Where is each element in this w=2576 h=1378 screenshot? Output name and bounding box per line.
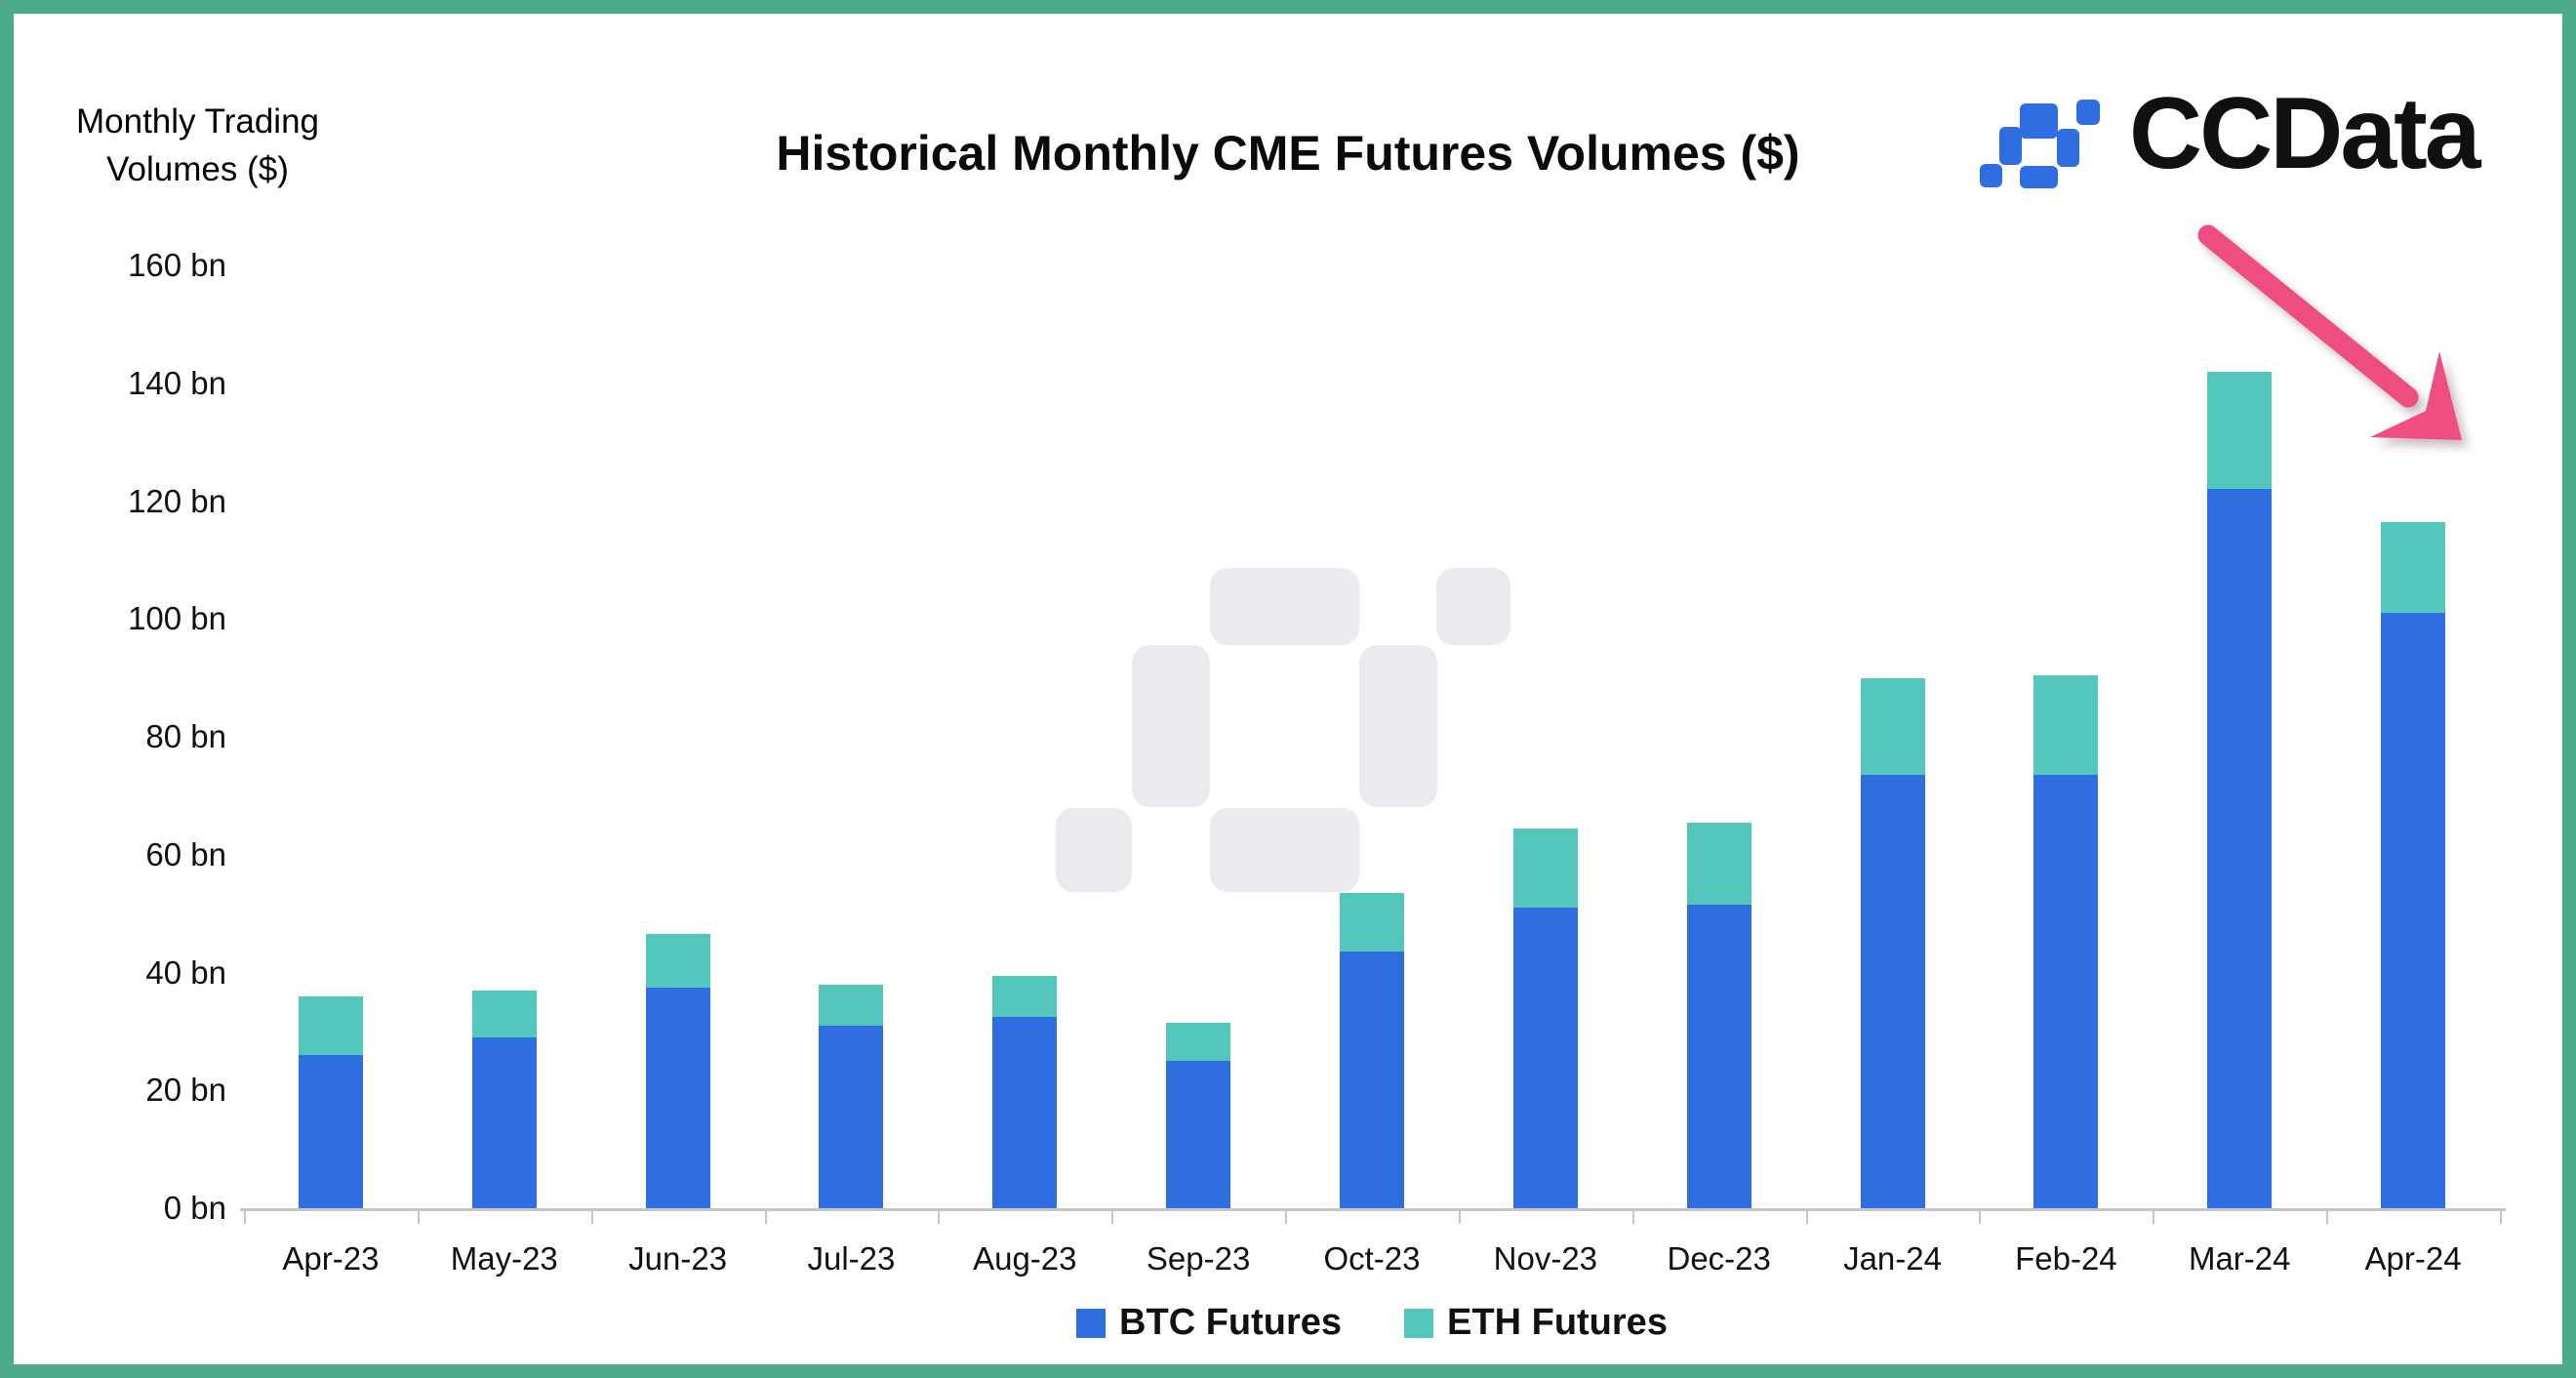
watermark-logo-square [1056, 808, 1132, 892]
x-axis-tick [1805, 1208, 1808, 1224]
y-axis-tick-label: 0 bn [163, 1190, 226, 1226]
x-axis-tick [764, 1208, 767, 1224]
y-axis-title: Monthly Trading Volumes ($) [24, 98, 371, 193]
bar-eth-segment-Jan-24 [1860, 677, 1925, 776]
bar-btc-segment-Apr-24 [2381, 613, 2446, 1208]
y-axis-tick-label: 80 bn [145, 718, 226, 754]
y-axis-tick-label: 60 bn [145, 835, 226, 872]
watermark-logo-square [1210, 568, 1359, 645]
bar-eth-segment-May-23 [471, 990, 537, 1037]
y-axis-tick-label: 160 bn [128, 247, 226, 283]
legend-swatch [1076, 1308, 1107, 1338]
x-axis-line [240, 1208, 2506, 1211]
x-axis-label: Jan-24 [1843, 1240, 1942, 1277]
legend-item: BTC Futures [1076, 1302, 1342, 1344]
x-axis-tick [1979, 1208, 1982, 1224]
decline-arrow-annotation [2197, 224, 2462, 440]
legend-swatch [1404, 1308, 1434, 1338]
bar-eth-segment-Nov-23 [1512, 828, 1578, 909]
x-axis-tick [1458, 1208, 1461, 1224]
y-axis-tick-label: 20 bn [145, 1072, 226, 1109]
watermark-logo-square [1359, 645, 1437, 807]
bar-eth-segment-Mar-24 [2207, 371, 2273, 490]
bar-eth-segment-Oct-23 [1340, 892, 1404, 952]
x-axis-tick [2500, 1208, 2502, 1224]
x-axis-label: Aug-23 [973, 1240, 1077, 1277]
x-axis-label: Feb-24 [2015, 1240, 2117, 1277]
x-axis-label: Apr-23 [282, 1240, 380, 1277]
watermark-logo-square [1436, 568, 1510, 645]
x-axis-tick [2326, 1208, 2329, 1224]
bar-btc-segment-Mar-24 [2207, 489, 2273, 1208]
x-axis-label: Dec-23 [1667, 1240, 1771, 1277]
x-axis-tick [938, 1208, 941, 1224]
x-axis-label: Nov-23 [1493, 1240, 1598, 1277]
legend: BTC Futures ETH Futures [244, 1302, 2500, 1344]
bar-eth-segment-Apr-24 [2381, 521, 2446, 614]
bar-btc-segment-Feb-24 [2033, 775, 2099, 1208]
x-axis-tick [2153, 1208, 2155, 1224]
x-axis-tick [417, 1208, 420, 1224]
y-axis-tick-label: 120 bn [128, 482, 226, 519]
x-axis-label: Jun-23 [628, 1240, 728, 1277]
y-axis-tick-label: 140 bn [128, 364, 226, 401]
x-axis-label: Jul-23 [807, 1240, 896, 1277]
bar-btc-segment-Dec-23 [1686, 905, 1751, 1208]
bar-btc-segment-Sep-23 [1166, 1061, 1231, 1208]
watermark-logo-square [1210, 808, 1359, 892]
y-axis-tick-label: 100 bn [128, 600, 226, 637]
bar-btc-segment-Jan-24 [1860, 775, 1925, 1208]
y-axis-title-line1: Monthly Trading [75, 102, 320, 141]
bar-eth-segment-Jun-23 [645, 934, 710, 988]
bar-btc-segment-Oct-23 [1340, 952, 1404, 1208]
legend-item: ETH Futures [1404, 1302, 1668, 1344]
bar-eth-segment-Sep-23 [1166, 1022, 1231, 1062]
ccdata-logo-text: CCData [2129, 77, 2481, 190]
x-axis-label: Oct-23 [1323, 1240, 1421, 1277]
bar-btc-segment-Nov-23 [1512, 908, 1578, 1208]
watermark-logo-square [1132, 645, 1210, 807]
bar-btc-segment-Aug-23 [992, 1016, 1058, 1208]
x-axis-label: Mar-24 [2188, 1240, 2291, 1277]
y-axis-title-line2: Volumes ($) [106, 150, 289, 188]
bar-eth-segment-Jul-23 [819, 984, 884, 1026]
ccdata-logo: CCData [1979, 76, 2481, 192]
x-axis-tick [1631, 1208, 1634, 1224]
x-axis-tick [1111, 1208, 1114, 1224]
x-axis-label: May-23 [450, 1240, 558, 1277]
y-axis-tick-label: 40 bn [145, 953, 226, 991]
bar-eth-segment-Aug-23 [992, 975, 1058, 1017]
bar-eth-segment-Apr-23 [298, 995, 363, 1056]
bar-btc-segment-Jul-23 [819, 1025, 884, 1208]
chart-title: Historical Monthly CME Futures Volumes (… [776, 126, 1800, 181]
bar-eth-segment-Dec-23 [1686, 822, 1751, 906]
x-axis-label: Apr-24 [2364, 1240, 2462, 1277]
bar-btc-segment-Apr-23 [298, 1055, 363, 1208]
bar-eth-segment-Feb-24 [2033, 674, 2099, 776]
x-axis-tick [590, 1208, 593, 1224]
x-axis-label: Sep-23 [1146, 1240, 1251, 1277]
ccdata-logo-icon [1979, 80, 2100, 189]
bar-btc-segment-Jun-23 [645, 987, 710, 1208]
x-axis-tick [1285, 1208, 1288, 1224]
bar-btc-segment-May-23 [471, 1036, 537, 1208]
legend-label: ETH Futures [1447, 1302, 1668, 1343]
x-axis-tick [244, 1208, 246, 1224]
legend-label: BTC Futures [1119, 1302, 1343, 1343]
